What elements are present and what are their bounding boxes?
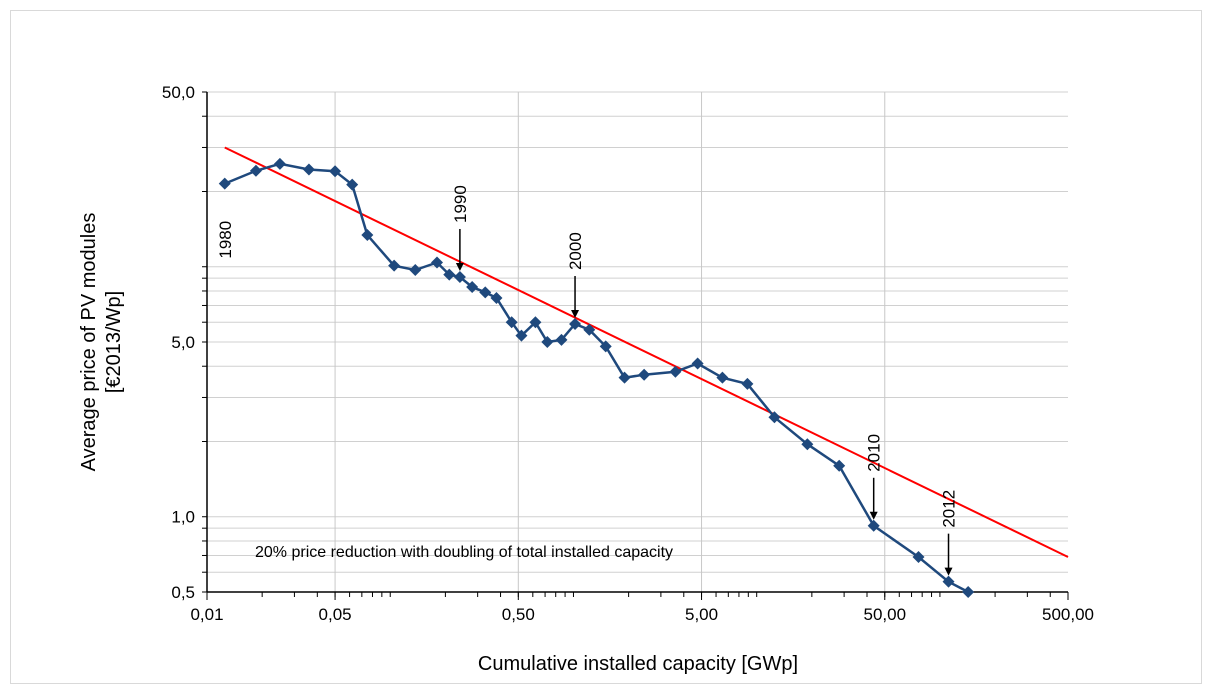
trend-layer <box>224 146 1069 558</box>
data-point <box>801 438 814 451</box>
y-axis-title-line1: Average price of PV modules <box>78 213 100 472</box>
data-point <box>431 256 444 269</box>
data-point <box>273 157 286 170</box>
data-point <box>962 586 975 598</box>
data-point <box>329 165 342 178</box>
year-arrowhead <box>869 511 878 520</box>
x-tick-label: 5,00 <box>685 605 718 624</box>
y-tick-label: 1,0 <box>171 508 195 527</box>
data-point <box>912 551 925 564</box>
data-point <box>618 371 631 384</box>
year-label: 1980 <box>216 221 235 259</box>
trend-line <box>224 146 1069 558</box>
data-point <box>466 280 479 293</box>
x-tick-label: 0,01 <box>190 605 223 624</box>
data-point <box>505 316 518 329</box>
annotations: 1980 1990 2000 2010 2012 <box>216 185 959 576</box>
data-point <box>515 329 528 342</box>
data-point <box>249 164 262 177</box>
data-point <box>741 377 754 390</box>
data-point <box>942 575 955 588</box>
data-point <box>833 459 846 472</box>
data-point <box>302 163 315 176</box>
series-line <box>224 162 969 594</box>
x-tick-label: 0,50 <box>502 605 535 624</box>
year-label: 2012 <box>940 490 959 528</box>
year-arrowhead <box>455 262 464 271</box>
y-tick-label: 0,5 <box>171 583 195 602</box>
data-point <box>490 291 503 304</box>
year-label: 2000 <box>566 232 585 270</box>
data-point <box>529 316 542 329</box>
trend-note: 20% price reduction with doubling of tot… <box>255 544 673 561</box>
data-point <box>569 318 582 331</box>
year-label: 2010 <box>865 434 884 472</box>
x-tick-label: 0,05 <box>319 605 352 624</box>
series-layer <box>218 157 975 598</box>
data-point <box>691 357 704 370</box>
x-axis-title: Cumulative installed capacity [GWp] <box>478 653 798 675</box>
y-tick-label: 5,0 <box>171 333 195 352</box>
y-axis-title-line2: [€2013/Wp] <box>103 291 125 393</box>
x-tick-label: 500,00 <box>1042 605 1094 624</box>
data-point <box>541 336 554 348</box>
data-point <box>768 411 781 424</box>
data-point <box>409 264 422 277</box>
data-point <box>443 268 456 281</box>
data-point <box>218 177 231 190</box>
year-label: 1990 <box>451 185 470 223</box>
data-point <box>361 228 374 241</box>
data-point <box>479 286 492 299</box>
x-tick-label: 50,00 <box>863 605 906 624</box>
axes: 0,01 0,05 0,50 5,00 50,00 500,00 0,5 1,0 5,0 50,0 <box>162 83 1094 624</box>
data-point <box>638 368 651 381</box>
year-arrowhead <box>571 310 580 319</box>
year-arrowhead <box>944 567 953 576</box>
data-point <box>599 340 612 353</box>
data-point <box>388 259 401 272</box>
data-point <box>867 519 880 532</box>
data-point <box>555 333 568 346</box>
data-point <box>346 178 359 191</box>
data-point <box>716 371 729 384</box>
data-point <box>583 323 596 336</box>
data-point <box>453 270 466 283</box>
y-tick-label: 50,0 <box>162 83 195 102</box>
data-point <box>669 365 682 378</box>
